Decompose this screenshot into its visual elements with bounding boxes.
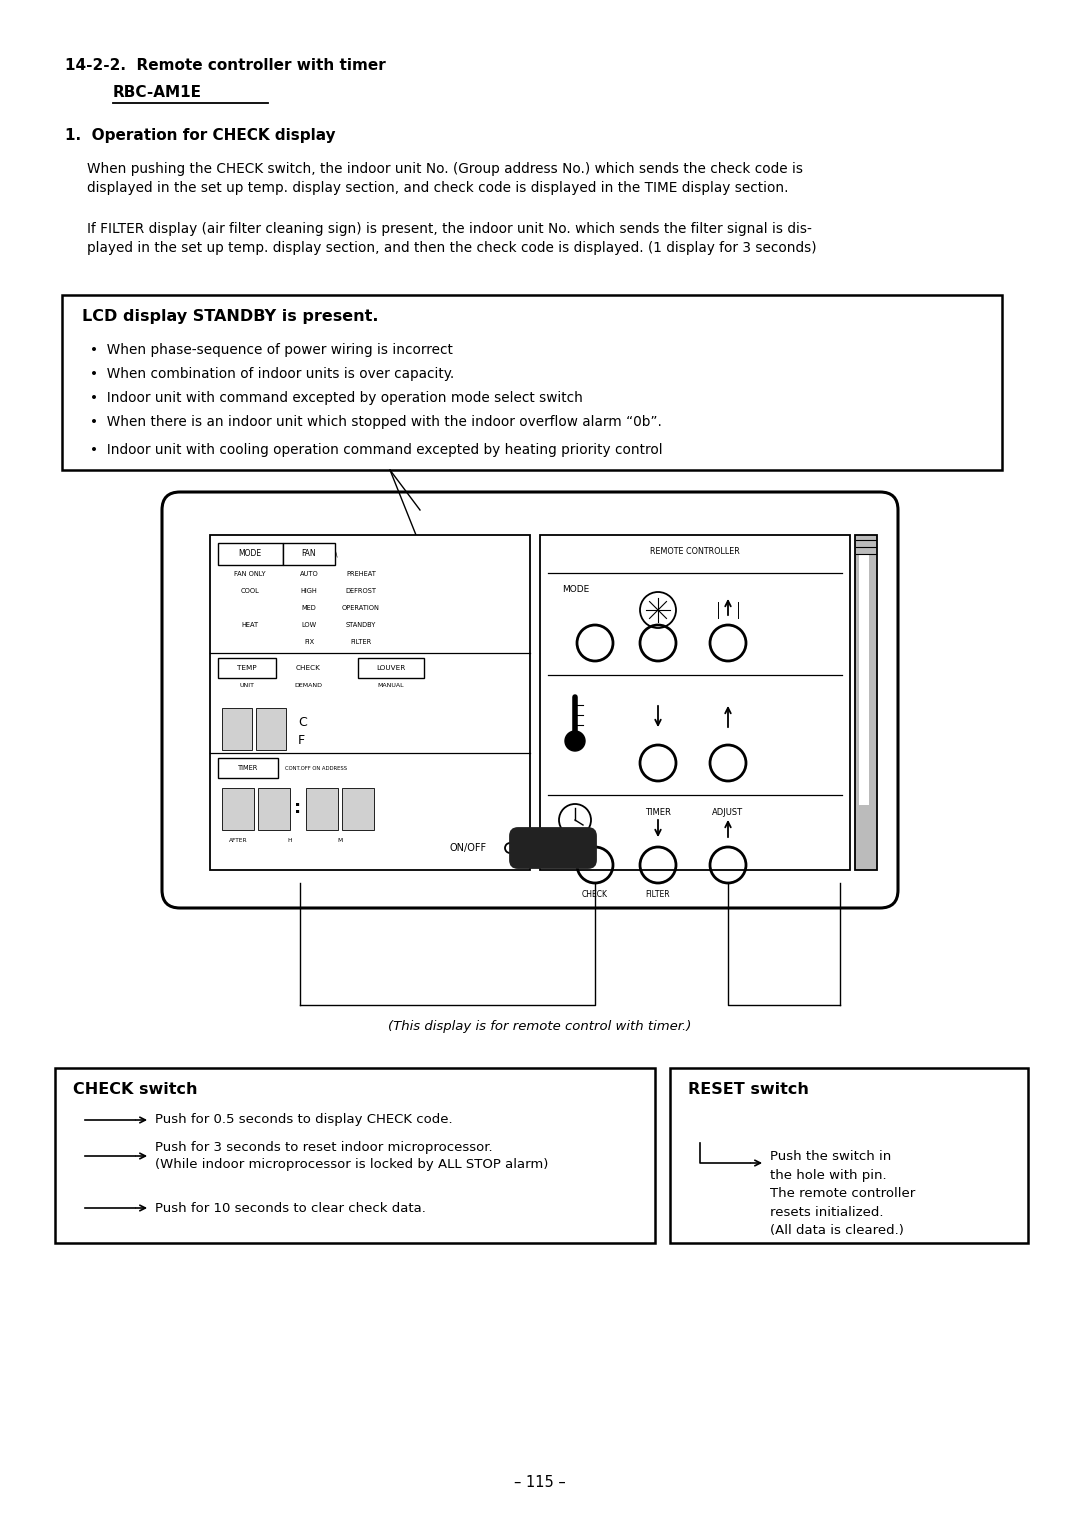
FancyBboxPatch shape <box>342 788 374 830</box>
Text: AFTER: AFTER <box>229 839 247 843</box>
Text: UNIT: UNIT <box>240 683 255 688</box>
FancyBboxPatch shape <box>306 788 338 830</box>
Text: \: \ <box>335 549 338 558</box>
Text: •  Indoor unit with command excepted by operation mode select switch: • Indoor unit with command excepted by o… <box>90 390 583 406</box>
FancyBboxPatch shape <box>62 294 1002 470</box>
Text: CHECK: CHECK <box>296 665 321 671</box>
Text: •  When combination of indoor units is over capacity.: • When combination of indoor units is ov… <box>90 368 455 381</box>
Text: ADJUST: ADJUST <box>713 808 743 817</box>
Text: MODE: MODE <box>562 586 590 595</box>
FancyBboxPatch shape <box>210 535 530 869</box>
Text: DEMAND: DEMAND <box>294 683 322 688</box>
Text: RESET switch: RESET switch <box>688 1083 809 1096</box>
FancyBboxPatch shape <box>55 1068 654 1243</box>
Text: PREHEAT: PREHEAT <box>346 570 376 576</box>
Text: C: C <box>298 715 307 729</box>
Text: LCD display STANDBY is present.: LCD display STANDBY is present. <box>82 310 378 323</box>
Text: H: H <box>287 839 293 843</box>
Text: FAN: FAN <box>301 549 316 558</box>
Text: FILTER: FILTER <box>350 639 372 645</box>
Text: Push for 10 seconds to clear check data.: Push for 10 seconds to clear check data. <box>156 1202 426 1214</box>
Text: AUTO: AUTO <box>299 570 319 576</box>
Text: •  When phase-sequence of power wiring is incorrect: • When phase-sequence of power wiring is… <box>90 343 453 357</box>
Text: HEAT: HEAT <box>242 622 258 628</box>
Text: MODE: MODE <box>239 549 261 558</box>
FancyBboxPatch shape <box>256 708 286 750</box>
Text: 1.  Operation for CHECK display: 1. Operation for CHECK display <box>65 128 336 143</box>
Text: REMOTE CONTROLLER: REMOTE CONTROLLER <box>650 547 740 557</box>
FancyBboxPatch shape <box>670 1068 1028 1243</box>
FancyBboxPatch shape <box>222 708 252 750</box>
Text: FIX: FIX <box>303 639 314 645</box>
Text: ON/OFF: ON/OFF <box>450 843 487 852</box>
FancyBboxPatch shape <box>222 788 254 830</box>
Text: CONT.OFF ON ADDRESS: CONT.OFF ON ADDRESS <box>285 766 347 770</box>
Text: TIMER: TIMER <box>238 766 258 772</box>
Text: LOW: LOW <box>301 622 316 628</box>
Text: Push for 3 seconds to reset indoor microprocessor.
(While indoor microprocessor : Push for 3 seconds to reset indoor micro… <box>156 1141 549 1171</box>
Text: FAN ONLY: FAN ONLY <box>234 570 266 576</box>
FancyBboxPatch shape <box>283 543 335 564</box>
Text: If FILTER display (air filter cleaning sign) is present, the indoor unit No. whi: If FILTER display (air filter cleaning s… <box>87 223 816 255</box>
Text: •  When there is an indoor unit which stopped with the indoor overflow alarm “0b: • When there is an indoor unit which sto… <box>90 415 662 429</box>
Text: TEMP: TEMP <box>238 665 257 671</box>
FancyBboxPatch shape <box>258 788 291 830</box>
Text: F: F <box>298 734 306 747</box>
Text: Push for 0.5 seconds to display CHECK code.: Push for 0.5 seconds to display CHECK co… <box>156 1113 453 1127</box>
Text: CHECK: CHECK <box>582 891 608 900</box>
Text: MED: MED <box>301 605 316 612</box>
Text: STANDBY: STANDBY <box>346 622 376 628</box>
Text: RBC-AM1E: RBC-AM1E <box>113 85 202 101</box>
FancyBboxPatch shape <box>218 758 278 778</box>
FancyBboxPatch shape <box>855 535 877 869</box>
Text: COOL: COOL <box>241 589 259 595</box>
Text: M: M <box>337 839 342 843</box>
Text: When pushing the CHECK switch, the indoor unit No. (Group address No.) which sen: When pushing the CHECK switch, the indoo… <box>87 162 804 195</box>
Text: 14-2-2.  Remote controller with timer: 14-2-2. Remote controller with timer <box>65 58 386 73</box>
Text: DEFROST: DEFROST <box>346 589 377 595</box>
FancyBboxPatch shape <box>540 535 850 869</box>
Text: – 115 –: – 115 – <box>514 1475 566 1490</box>
FancyBboxPatch shape <box>218 657 276 679</box>
Text: CHECK switch: CHECK switch <box>73 1083 198 1096</box>
FancyBboxPatch shape <box>218 543 283 564</box>
Text: :: : <box>294 799 301 817</box>
Text: OPERATION: OPERATION <box>342 605 380 612</box>
FancyBboxPatch shape <box>859 555 869 805</box>
Text: Push the switch in
the hole with pin.
The remote controller
resets initialized.
: Push the switch in the hole with pin. Th… <box>770 1150 915 1237</box>
FancyBboxPatch shape <box>357 657 424 679</box>
Circle shape <box>565 730 585 750</box>
Text: FILTER: FILTER <box>646 891 671 900</box>
Text: (This display is for remote control with timer.): (This display is for remote control with… <box>389 1020 691 1032</box>
Text: LOUVER: LOUVER <box>376 665 406 671</box>
Text: TIMER: TIMER <box>645 808 671 817</box>
FancyBboxPatch shape <box>162 493 897 907</box>
Text: •  Indoor unit with cooling operation command excepted by heating priority contr: • Indoor unit with cooling operation com… <box>90 442 663 457</box>
Text: MANUAL: MANUAL <box>378 683 404 688</box>
Text: HIGH: HIGH <box>300 589 318 595</box>
FancyBboxPatch shape <box>510 828 596 868</box>
